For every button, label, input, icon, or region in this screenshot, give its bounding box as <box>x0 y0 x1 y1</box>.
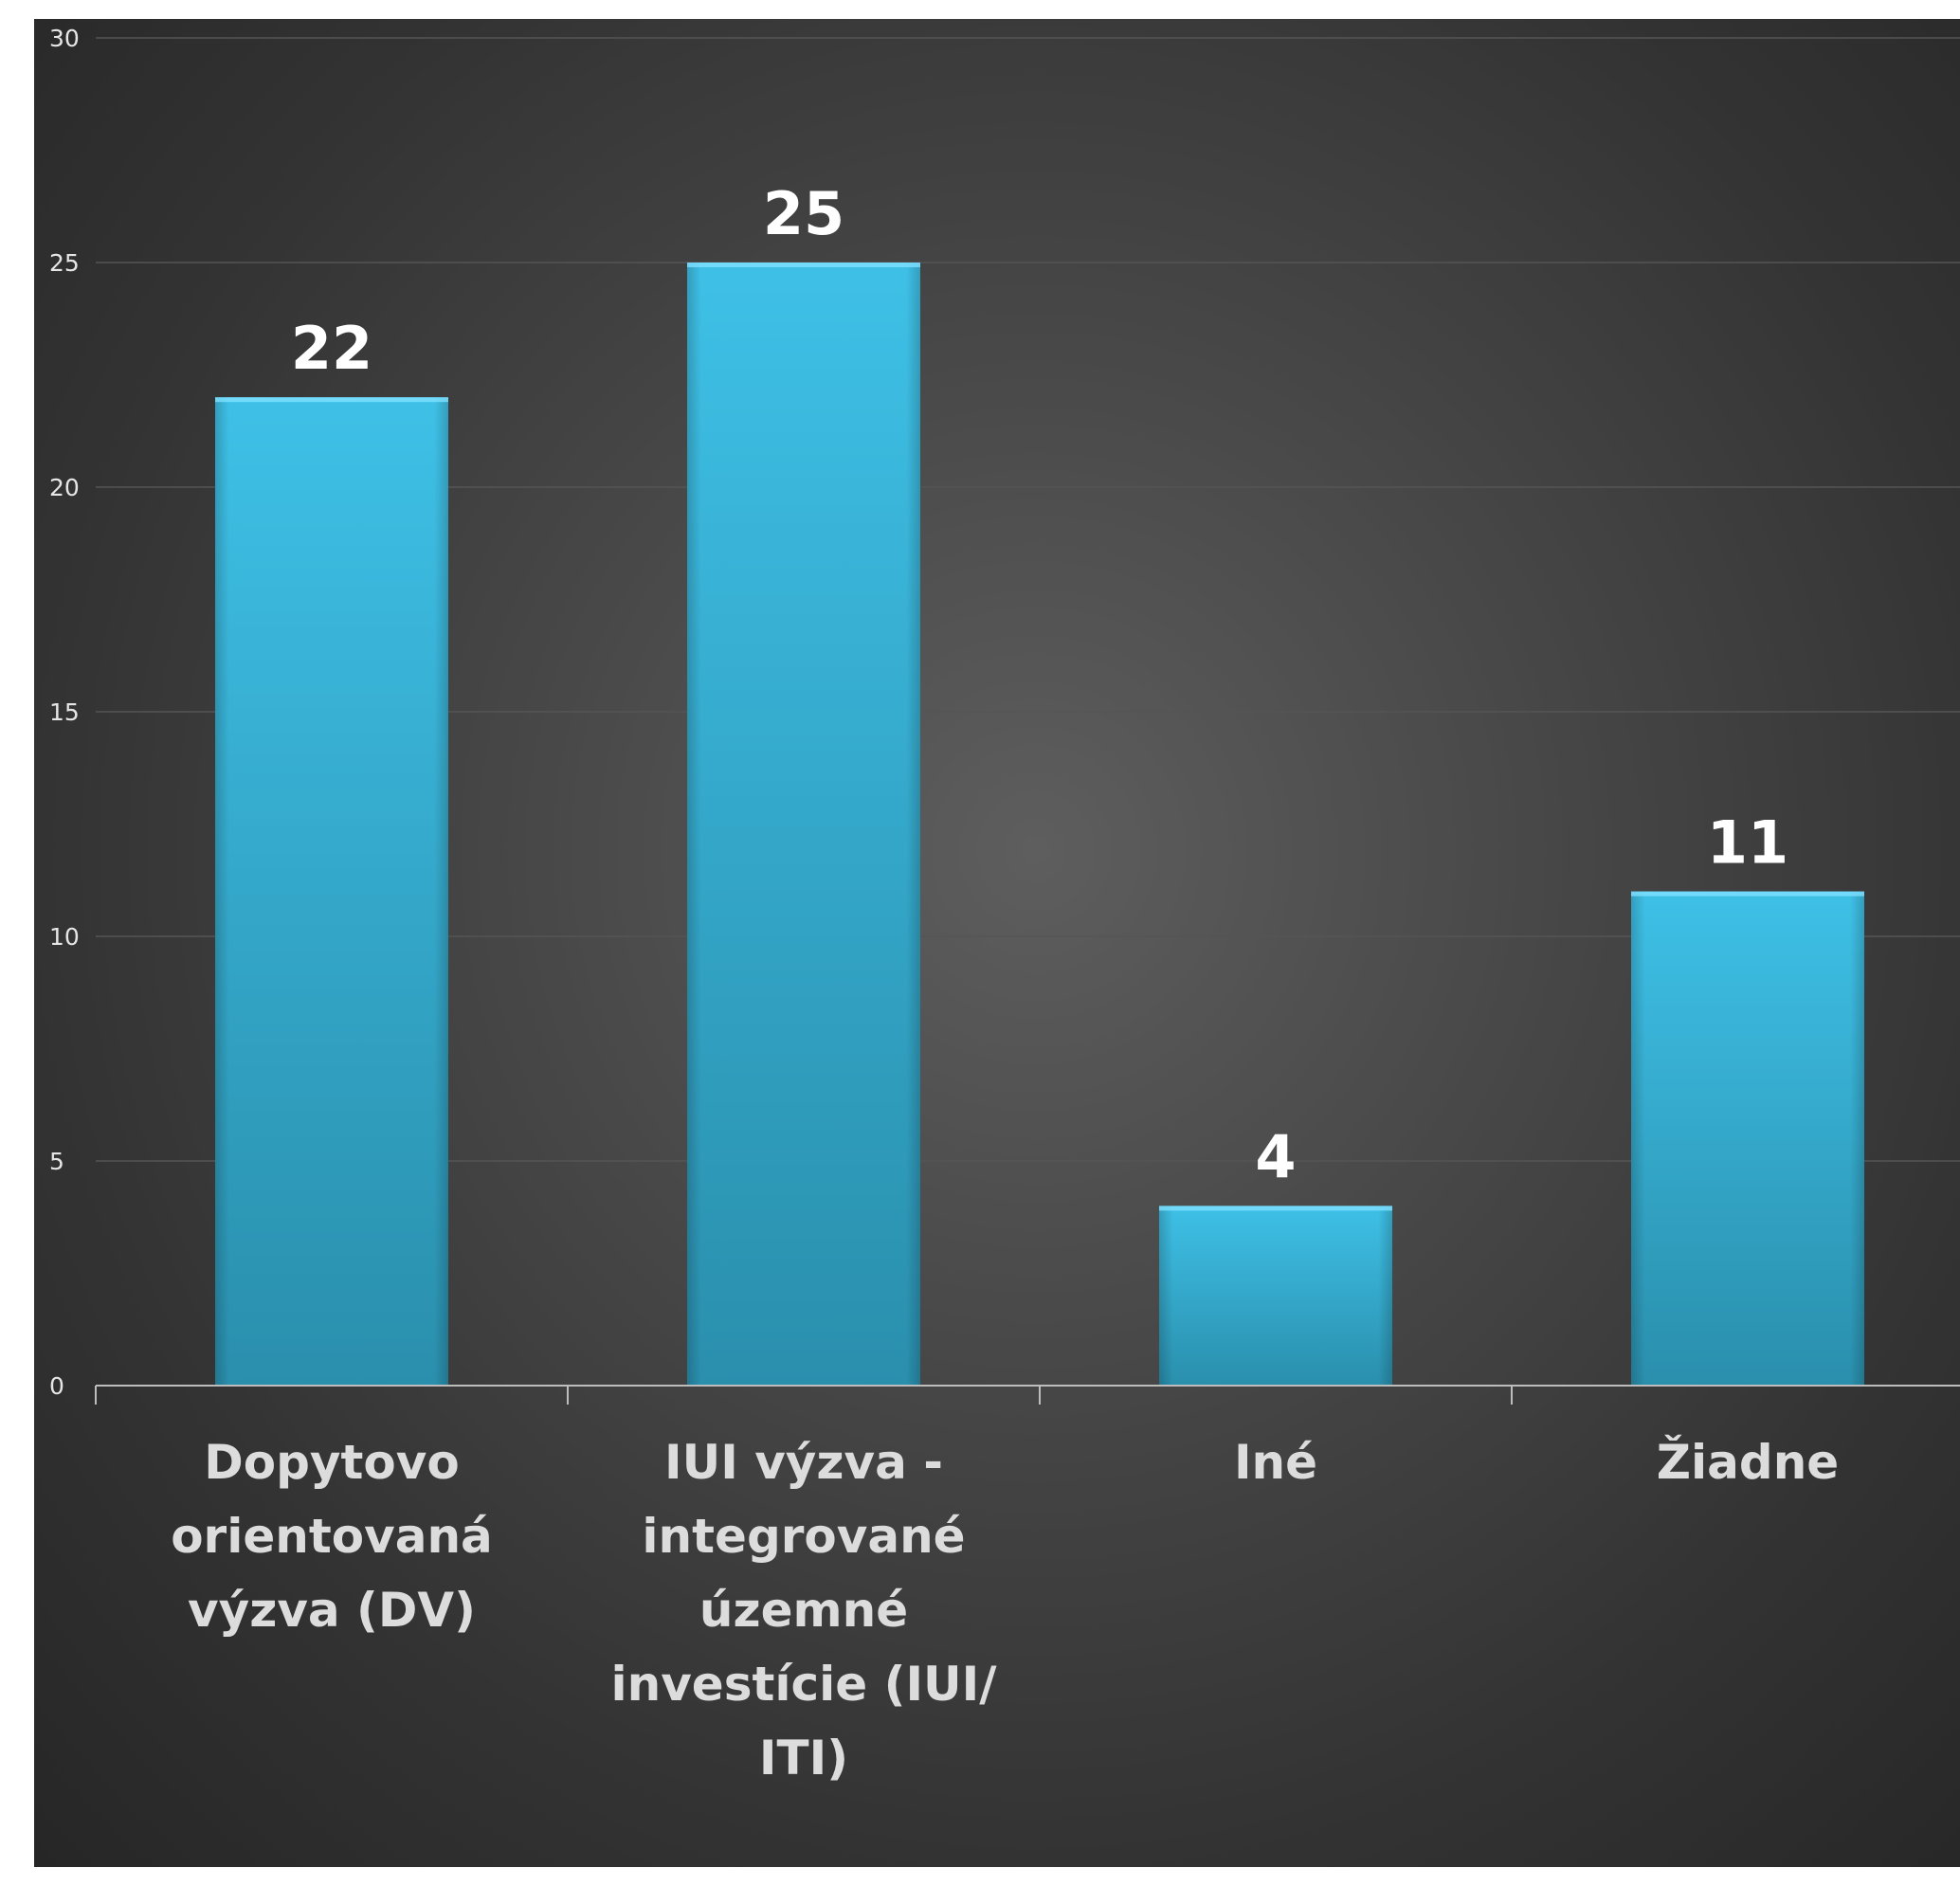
chart-area: 22 25 4 11 0 5 10 15 20 25 30 Dopytovo orientovan… <box>34 19 1960 1867</box>
x-category-label: IUI výzva - integrované územné investíci… <box>610 1435 997 1786</box>
data-label: 4 <box>1255 1122 1296 1191</box>
y-tick-label: 5 <box>49 1148 64 1175</box>
y-tick-label: 10 <box>49 923 80 951</box>
data-label: 11 <box>1707 808 1788 878</box>
bar-top-highlight <box>215 397 448 403</box>
bar-shading <box>1631 891 1864 1386</box>
bar-shading <box>215 397 448 1387</box>
y-tick-label: 25 <box>49 249 80 277</box>
y-tick-label: 20 <box>49 474 80 501</box>
data-label: 25 <box>763 179 844 248</box>
data-label: 22 <box>291 314 372 383</box>
bar-top-highlight <box>1159 1206 1392 1211</box>
y-tick-label: 15 <box>49 698 80 726</box>
bar-shading <box>687 263 920 1386</box>
y-tick-label: 30 <box>49 25 80 52</box>
bar-top-highlight <box>687 263 920 267</box>
x-category-label: Dopytovo orientovaná výzva (DV) <box>171 1435 493 1638</box>
bar-chart: 22 25 4 11 0 5 10 15 20 25 30 <box>49 25 1960 1405</box>
bar-top-highlight <box>1631 891 1864 897</box>
bar-shading <box>1159 1206 1392 1386</box>
x-category-label: Žiadne <box>1656 1435 1840 1490</box>
x-category-label: Iné <box>1233 1435 1318 1490</box>
y-tick-label: 0 <box>49 1372 64 1400</box>
